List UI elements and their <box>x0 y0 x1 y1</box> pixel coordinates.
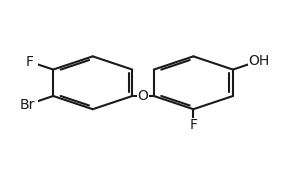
Text: F: F <box>189 118 198 132</box>
Text: F: F <box>25 55 33 69</box>
Text: O: O <box>138 89 149 103</box>
Text: Br: Br <box>20 98 35 112</box>
Text: OH: OH <box>248 54 269 68</box>
